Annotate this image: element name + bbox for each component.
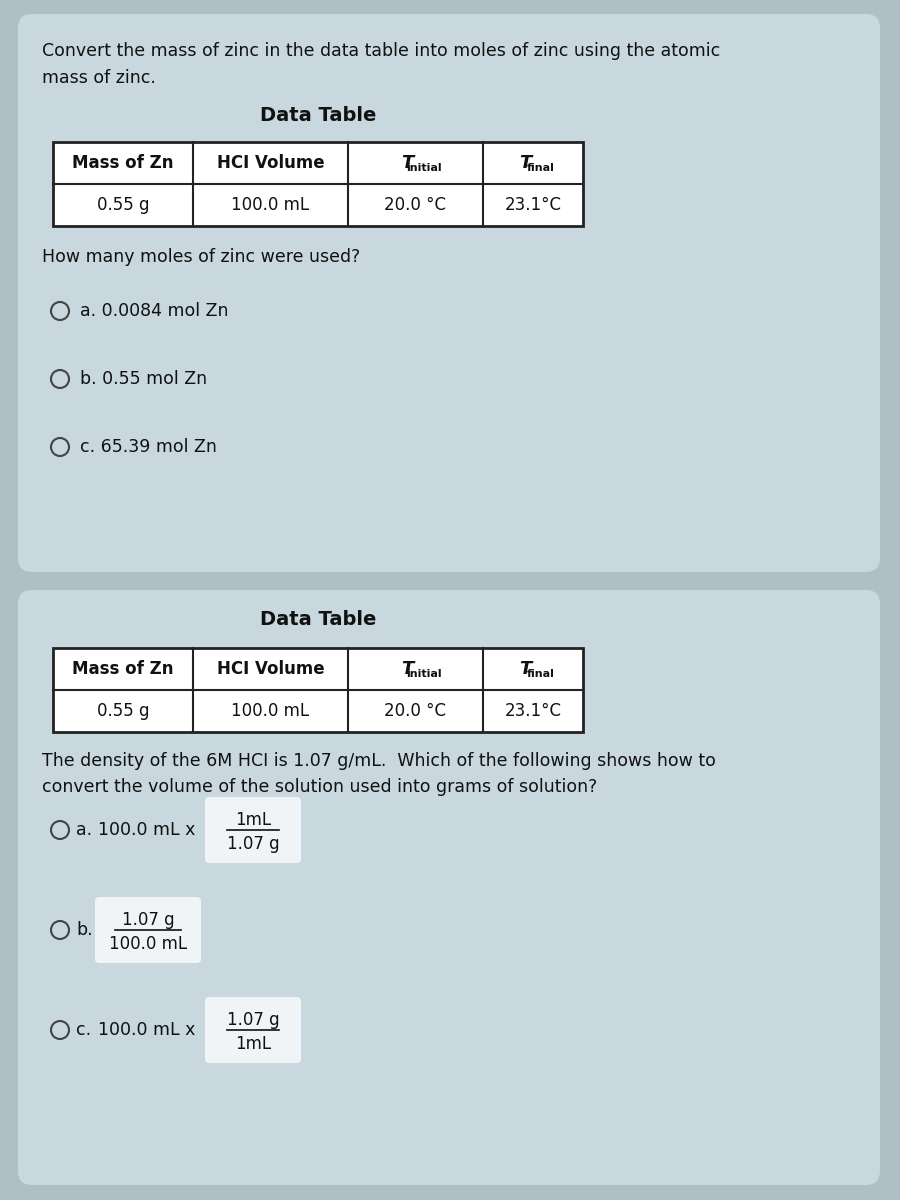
- Text: initial: initial: [406, 163, 441, 173]
- Text: 23.1°C: 23.1°C: [505, 702, 562, 720]
- FancyBboxPatch shape: [95, 898, 201, 962]
- Text: b. 0.55 mol Zn: b. 0.55 mol Zn: [80, 370, 207, 388]
- Text: 1.07 g: 1.07 g: [227, 835, 279, 853]
- Text: HCI Volume: HCI Volume: [217, 154, 324, 172]
- Text: 23.1°C: 23.1°C: [505, 196, 562, 214]
- Text: 0.55 g: 0.55 g: [97, 196, 149, 214]
- Text: 1mL: 1mL: [235, 1034, 271, 1054]
- Text: final: final: [527, 670, 555, 679]
- Text: 0.55 g: 0.55 g: [97, 702, 149, 720]
- FancyBboxPatch shape: [205, 797, 301, 863]
- Text: final: final: [527, 163, 555, 173]
- Text: 1.07 g: 1.07 g: [227, 1010, 279, 1028]
- Text: a. 0.0084 mol Zn: a. 0.0084 mol Zn: [80, 302, 229, 320]
- Text: initial: initial: [406, 670, 441, 679]
- Text: Data Table: Data Table: [260, 106, 376, 125]
- Text: 100.0 mL: 100.0 mL: [231, 196, 310, 214]
- Text: 20.0 °C: 20.0 °C: [384, 702, 446, 720]
- Text: 100.0 mL: 100.0 mL: [231, 702, 310, 720]
- Text: Mass of Zn: Mass of Zn: [72, 154, 174, 172]
- Text: a.: a.: [76, 821, 92, 839]
- Text: T: T: [519, 154, 531, 172]
- Text: Convert the mass of zinc in the data table into moles of zinc using the atomic: Convert the mass of zinc in the data tab…: [42, 42, 720, 60]
- Text: mass of zinc.: mass of zinc.: [42, 68, 156, 86]
- Text: The density of the 6M HCI is 1.07 g/mL.  Which of the following shows how to: The density of the 6M HCI is 1.07 g/mL. …: [42, 752, 716, 770]
- Text: c. 65.39 mol Zn: c. 65.39 mol Zn: [80, 438, 217, 456]
- Bar: [53, 142, 583, 226]
- FancyBboxPatch shape: [18, 14, 880, 572]
- Text: 1mL: 1mL: [235, 811, 271, 829]
- Text: 100.0 mL x: 100.0 mL x: [98, 1021, 195, 1039]
- Text: Mass of Zn: Mass of Zn: [72, 660, 174, 678]
- Text: 100.0 mL x: 100.0 mL x: [98, 821, 195, 839]
- Text: T: T: [401, 154, 414, 172]
- FancyBboxPatch shape: [205, 997, 301, 1063]
- Text: 100.0 mL: 100.0 mL: [109, 935, 187, 953]
- Text: How many moles of zinc were used?: How many moles of zinc were used?: [42, 248, 360, 266]
- Text: c.: c.: [76, 1021, 91, 1039]
- Bar: [53, 648, 583, 732]
- Bar: [53, 142, 583, 226]
- Text: convert the volume of the solution used into grams of solution?: convert the volume of the solution used …: [42, 778, 598, 796]
- Text: 20.0 °C: 20.0 °C: [384, 196, 446, 214]
- Text: 1.07 g: 1.07 g: [122, 911, 175, 929]
- Text: HCI Volume: HCI Volume: [217, 660, 324, 678]
- Text: T: T: [401, 660, 414, 678]
- FancyBboxPatch shape: [18, 590, 880, 1186]
- Text: T: T: [519, 660, 531, 678]
- Text: Data Table: Data Table: [260, 610, 376, 629]
- Text: b.: b.: [76, 922, 93, 938]
- Bar: [53, 648, 583, 732]
